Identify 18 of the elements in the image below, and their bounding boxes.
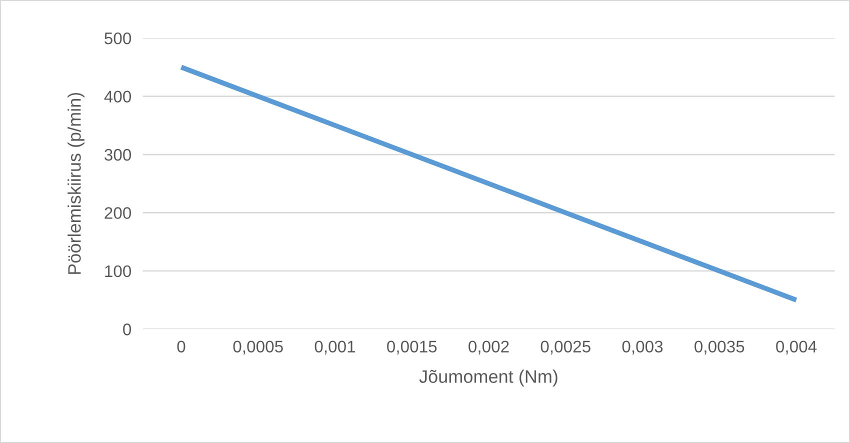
- x-tick-label: 0,0025: [540, 340, 590, 354]
- x-tick-label: 0,004: [776, 340, 817, 354]
- line-series: [178, 64, 799, 302]
- x-tick-label: 0,003: [622, 340, 663, 354]
- x-tick-label: 0,0015: [387, 340, 437, 354]
- y-tick-label: 0: [123, 324, 132, 336]
- x-axis-title: Jõumoment (Nm): [419, 370, 558, 387]
- x-tick-label: 0,0035: [694, 340, 744, 354]
- y-axis-title: Pöörlemiskiirus (p/min): [68, 92, 84, 274]
- x-tick-label: 0,001: [314, 340, 356, 354]
- y-tick-label: 100: [105, 265, 132, 278]
- x-tick-label: 0,002: [468, 340, 509, 354]
- x-tick-label: 0: [177, 340, 186, 352]
- y-tick-label: 400: [104, 90, 132, 103]
- y-tick-label: 500: [104, 32, 132, 44]
- y-tick-label: 300: [104, 148, 132, 161]
- y-tick-label: 200: [104, 207, 132, 219]
- x-tick-label: 0,0005: [233, 340, 283, 354]
